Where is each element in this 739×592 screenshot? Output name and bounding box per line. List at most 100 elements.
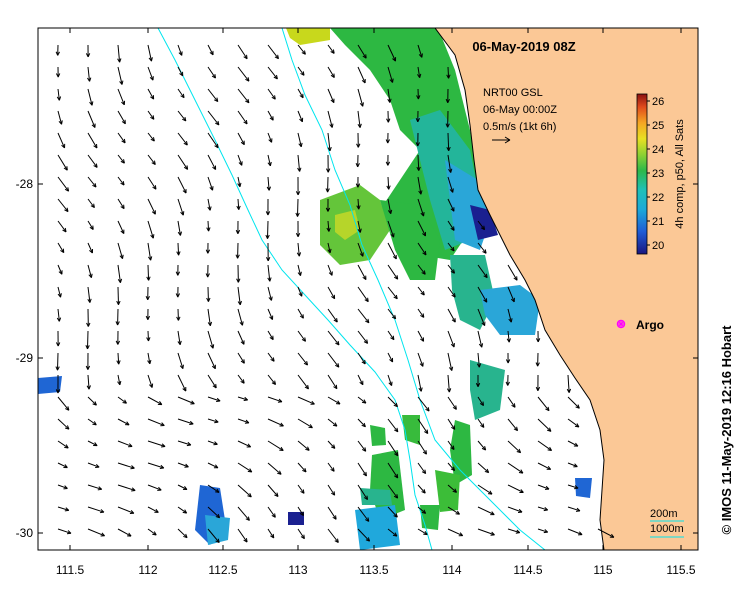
current-vector — [357, 352, 366, 365]
current-vector-head — [361, 359, 366, 365]
x-tick-label: 115.5 — [666, 563, 695, 577]
x-tick: 115 — [593, 28, 613, 577]
current-vector — [207, 176, 214, 191]
y-tick-label: -29 — [16, 351, 34, 365]
x-tick: 114.5 — [513, 28, 543, 577]
current-vector-head — [205, 249, 211, 254]
current-vector — [87, 176, 97, 188]
colorbar: 26 25 24 23 22 21 20 4h comp, p50, All S… — [636, 93, 686, 255]
current-vector — [477, 418, 485, 428]
current-vector — [447, 66, 450, 79]
current-vector — [297, 330, 306, 342]
current-vector — [267, 176, 270, 191]
current-vector — [87, 440, 98, 447]
current-vector-head — [451, 425, 456, 430]
current-vector-head — [88, 273, 93, 279]
current-vector — [147, 506, 159, 513]
current-vector — [327, 462, 335, 472]
x-tick: 114 — [442, 28, 462, 577]
current-vector-head — [505, 359, 511, 364]
current-vector-head — [238, 161, 243, 166]
current-vector-head — [308, 424, 313, 429]
current-vector — [327, 484, 336, 496]
current-vector — [147, 88, 155, 100]
current-vector-head — [364, 297, 369, 303]
current-vector — [297, 132, 302, 147]
current-vector-head — [61, 143, 66, 149]
current-vector-head — [121, 119, 126, 125]
current-vector-head — [508, 318, 513, 323]
current-vector — [357, 462, 367, 477]
current-vector-head — [93, 442, 98, 447]
current-vector-head — [445, 98, 450, 103]
current-vector — [507, 396, 516, 408]
current-vector — [417, 374, 422, 392]
current-vector-head — [416, 166, 421, 171]
current-vector — [477, 352, 480, 368]
current-vector-head — [240, 140, 245, 146]
current-vector — [297, 462, 307, 473]
current-vector — [267, 66, 278, 80]
current-vector — [357, 396, 367, 404]
current-vector — [87, 418, 97, 426]
current-vector — [296, 198, 299, 217]
current-vector — [267, 374, 276, 385]
current-vector-head — [206, 227, 211, 232]
current-vector — [327, 374, 338, 390]
current-vector-head — [243, 538, 248, 543]
current-vector — [207, 88, 219, 102]
current-vector — [417, 264, 426, 275]
current-vector — [147, 154, 156, 165]
current-vector-head — [115, 340, 121, 345]
current-vector-head — [63, 485, 68, 490]
current-vector-head — [302, 467, 307, 473]
current-vector-head — [215, 513, 221, 519]
current-vector — [147, 66, 154, 81]
current-vector-head — [310, 400, 315, 405]
current-vector-head — [64, 187, 70, 192]
current-vector-head — [150, 234, 155, 239]
current-vector-head — [269, 335, 274, 341]
current-vector-head — [543, 529, 549, 534]
current-vector — [237, 110, 248, 125]
current-vector-head — [422, 450, 427, 455]
current-vector — [357, 506, 370, 522]
current-vector — [207, 352, 216, 369]
current-vector-head — [129, 510, 135, 515]
current-vector-head — [97, 486, 103, 491]
current-vector-head — [183, 141, 188, 146]
current-vector-head — [240, 359, 245, 364]
current-vector-head — [212, 165, 217, 170]
current-vector-head — [245, 516, 250, 521]
current-vector — [57, 198, 69, 212]
current-vector — [57, 506, 69, 511]
current-vector — [447, 242, 455, 252]
current-vector-head — [58, 270, 63, 275]
current-vector — [57, 176, 70, 192]
legend-line-2: 06-May 00:00Z — [483, 104, 557, 116]
current-vector — [327, 242, 331, 253]
current-vector-head — [120, 229, 125, 234]
current-vector-head — [179, 71, 184, 77]
current-vector-head — [330, 98, 335, 104]
current-vector — [87, 110, 96, 128]
current-vector-head — [484, 468, 490, 474]
current-vector-head — [483, 298, 488, 303]
current-vector — [567, 528, 583, 536]
current-vector-head — [55, 73, 61, 78]
current-vector-head — [481, 446, 487, 451]
current-vector-head — [566, 388, 572, 393]
current-vector — [87, 88, 93, 106]
current-vector-head — [186, 441, 192, 447]
current-vector — [117, 220, 125, 234]
current-vector-head — [146, 276, 151, 281]
current-vector — [357, 110, 361, 128]
current-vector-head — [420, 212, 425, 217]
current-vector-head — [147, 256, 153, 261]
current-vector-head — [148, 57, 153, 62]
current-vector-head — [390, 335, 395, 341]
current-vector — [177, 528, 188, 539]
bathy-label-1000: 1000m — [650, 523, 684, 535]
current-vector — [207, 198, 211, 211]
current-vector-head — [121, 138, 126, 144]
